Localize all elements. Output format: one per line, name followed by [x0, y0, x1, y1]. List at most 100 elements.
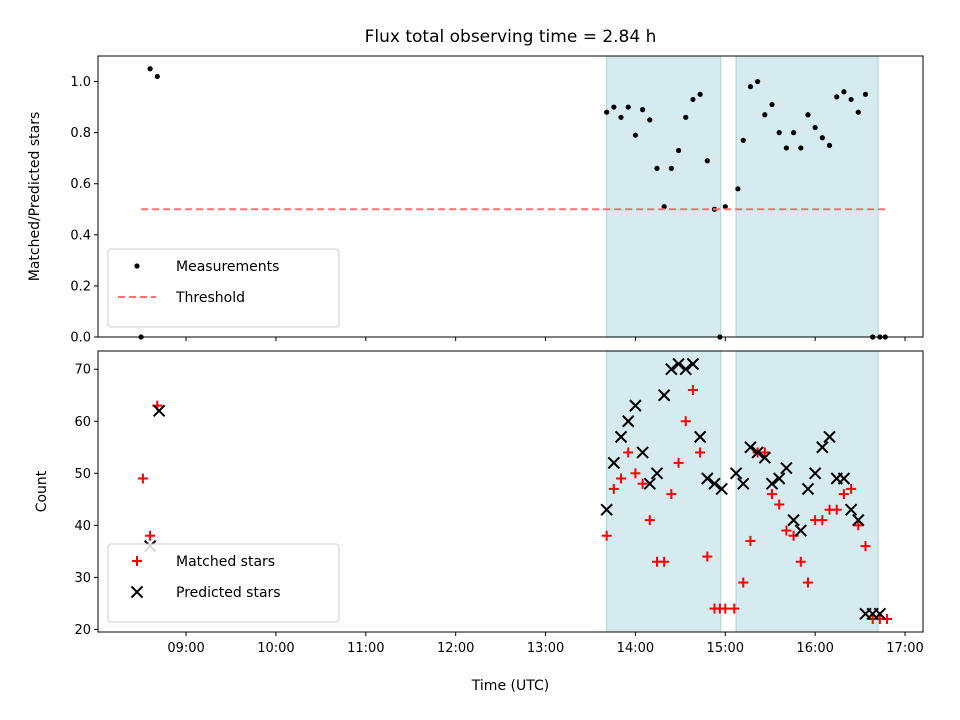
predicted-star-point [808, 467, 822, 480]
measurement-point [735, 186, 741, 192]
measurement-point [755, 78, 761, 85]
predicted-star-point [686, 357, 700, 371]
measurement-point [740, 137, 746, 143]
y-tick-label: 20 [74, 623, 91, 638]
matched-star-point [644, 515, 655, 526]
measurement-point [611, 104, 617, 110]
measurement-point [790, 130, 797, 136]
legend-swatch [134, 263, 140, 269]
legend-box [107, 248, 340, 328]
measurement-point [798, 145, 804, 151]
measurement-point [862, 91, 869, 97]
y-tick-label: 0.0 [70, 331, 91, 346]
matched-star-point [759, 447, 770, 458]
predicted-star-point [636, 446, 649, 459]
measurement-point [783, 145, 789, 151]
shaded-interval [735, 350, 879, 633]
matched-star-point [145, 530, 156, 541]
predicted-star-point [672, 357, 685, 371]
predicted-star-point [614, 430, 628, 444]
measurement-point [640, 107, 646, 113]
y-tick-label: 0.2 [70, 279, 91, 294]
measurement-point [632, 132, 639, 138]
x-tick-label: 17:00 [886, 641, 923, 656]
predicted-star-point [701, 472, 714, 485]
matched-star-point [666, 489, 677, 500]
measurement-point [147, 66, 153, 72]
x-axis-label: Time (UTC) [471, 678, 549, 694]
matched-star-point [781, 525, 792, 536]
measurement-point [769, 101, 775, 108]
matched-star-point [802, 577, 813, 588]
predicted-star-point [751, 446, 764, 459]
predicted-star-point [708, 477, 721, 490]
measurement-point [618, 114, 624, 120]
predicted-star-point [758, 451, 772, 464]
predicted-star-point [657, 389, 671, 402]
measurement-point [697, 91, 703, 97]
matched-star-point [601, 530, 612, 541]
measurement-point [855, 109, 861, 115]
measurement-point [604, 109, 610, 115]
y-tick-label: 0.6 [70, 177, 91, 192]
chart-title: Flux total observing time = 2.84 h [365, 27, 657, 47]
predicted-star-point [622, 415, 635, 428]
legend-item: Predicted stars [130, 585, 281, 601]
matched-star-point [659, 556, 670, 567]
x-tick-label: 14:00 [617, 641, 654, 656]
predicted-star-point [737, 477, 750, 490]
measurement-point [812, 124, 818, 131]
y-tick-label: 40 [74, 519, 91, 534]
legend-swatch [130, 585, 144, 599]
predicted-star-point [844, 503, 858, 516]
shaded-interval [606, 55, 722, 338]
matched-star-point [846, 483, 857, 494]
x-tick-label: 10:00 [257, 641, 294, 656]
x-tick-label: 16:00 [796, 641, 833, 656]
matched-star-point [860, 541, 871, 552]
matched-star-point [687, 385, 698, 396]
y-axis-label: Count [34, 470, 50, 512]
predicted-star-point [773, 472, 786, 485]
matched-star-point [838, 489, 849, 500]
matched-star-point [729, 603, 740, 614]
measurement-point [762, 112, 768, 118]
predicted-star-point [650, 467, 664, 480]
predicted-star-point [715, 482, 728, 496]
legend-item: Threshold [118, 290, 245, 306]
predicted-star-point [837, 472, 851, 485]
measurement-point [722, 204, 728, 210]
legend-label: Threshold [175, 290, 245, 306]
y-tick-label: 70 [74, 363, 91, 378]
matched-star-point [738, 577, 749, 588]
legend-label: Predicted stars [176, 585, 281, 601]
measurement-point [668, 165, 674, 171]
predicted-star-point [729, 467, 743, 480]
matched-star-point [702, 551, 713, 562]
x-tick-label: 13:00 [527, 641, 564, 656]
data-layer [137, 357, 893, 624]
legend: Matched stars Predicted stars [107, 543, 340, 623]
y-tick-label: 60 [74, 415, 91, 430]
shaded-interval [735, 55, 879, 338]
legend-swatch [132, 556, 142, 566]
predicted-star-point [600, 503, 613, 516]
matched-star-point [695, 447, 706, 458]
panel-ratio: 0.0 0.2 0.4 0.6 0.8 1.0 Matched/Predicted star… [27, 55, 924, 346]
measurement-point [704, 158, 710, 164]
legend-item: Matched stars [132, 554, 275, 570]
predicted-star-point [152, 404, 166, 418]
measurement-point [690, 96, 696, 103]
matched-star-point [637, 478, 648, 489]
matched-star-point [817, 515, 828, 526]
predicted-star-point [787, 513, 800, 527]
measurement-point [661, 204, 667, 210]
matched-star-point [774, 499, 785, 510]
predicted-star-point [794, 524, 807, 537]
measurement-point [154, 73, 160, 80]
measurement-point [654, 165, 660, 171]
measurement-point [747, 84, 754, 90]
predicted-star-point [693, 430, 707, 444]
legend: Measurements Threshold [107, 248, 340, 328]
measurement-point [625, 104, 631, 110]
